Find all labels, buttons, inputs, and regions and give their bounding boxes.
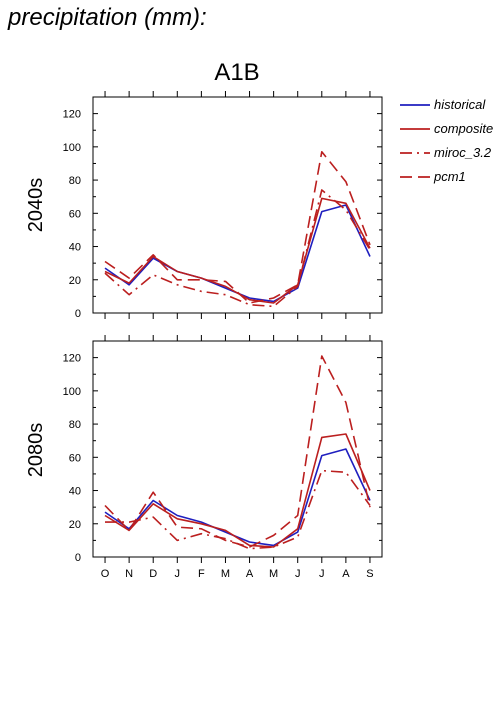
row-label-2080s: 2080s — [25, 423, 47, 478]
series-line-miroc-3-2 — [104, 189, 371, 308]
series-line-composite — [104, 197, 371, 304]
plot-frame — [92, 340, 383, 558]
y-tick-label: 0 — [75, 308, 81, 320]
series-line-composite — [104, 433, 371, 548]
y-tick-label: 100 — [63, 142, 81, 154]
y-tick-label: 120 — [63, 109, 81, 121]
x-tick-label: D — [149, 568, 157, 580]
x-tick-label: A — [342, 568, 350, 580]
y-tick-label: 20 — [69, 519, 81, 531]
series-line-historical — [104, 204, 371, 303]
panel-2040s: 2040s 0 20 40 60 80 100 120 — [25, 91, 383, 320]
series-line-historical — [104, 448, 371, 547]
panel-2080s: 2080s 0 20 40 60 80 100 120 O N D J F M A M J J A S — [25, 335, 383, 580]
series-line-pcm1 — [104, 151, 371, 304]
x-tick-label: J — [319, 568, 325, 580]
y-tick-label: 40 — [69, 242, 81, 254]
x-tick-label: N — [125, 568, 133, 580]
y-tick-label: 20 — [69, 275, 81, 287]
column-title: A1B — [214, 59, 259, 86]
legend-label: pcm1 — [433, 169, 466, 184]
y-tick-label: 60 — [69, 208, 81, 220]
x-tick-label: S — [366, 568, 373, 580]
y-tick-label: 80 — [69, 419, 81, 431]
legend: historical composite miroc_3.2 pcm1 — [400, 97, 493, 184]
row-label-2040s: 2040s — [25, 178, 47, 233]
page-title: precipitation (mm): — [8, 4, 207, 31]
legend-label: historical — [434, 97, 486, 112]
y-tick-label: 0 — [75, 552, 81, 564]
y-tick-label: 60 — [69, 452, 81, 464]
x-tick-label: J — [295, 568, 301, 580]
legend-label: miroc_3.2 — [434, 145, 492, 160]
x-tick-label: M — [221, 568, 230, 580]
plot-frame — [92, 96, 383, 314]
x-tick-label: M — [269, 568, 278, 580]
y-tick-label: 80 — [69, 175, 81, 187]
series-line-pcm1 — [104, 355, 371, 548]
x-tick-label: J — [175, 568, 181, 580]
x-tick-label: O — [101, 568, 110, 580]
x-tick-label: A — [246, 568, 254, 580]
legend-label: composite — [434, 121, 493, 136]
y-tick-label: 100 — [63, 386, 81, 398]
x-tick-label: F — [198, 568, 205, 580]
y-tick-label: 40 — [69, 486, 81, 498]
y-tick-label: 120 — [63, 353, 81, 365]
